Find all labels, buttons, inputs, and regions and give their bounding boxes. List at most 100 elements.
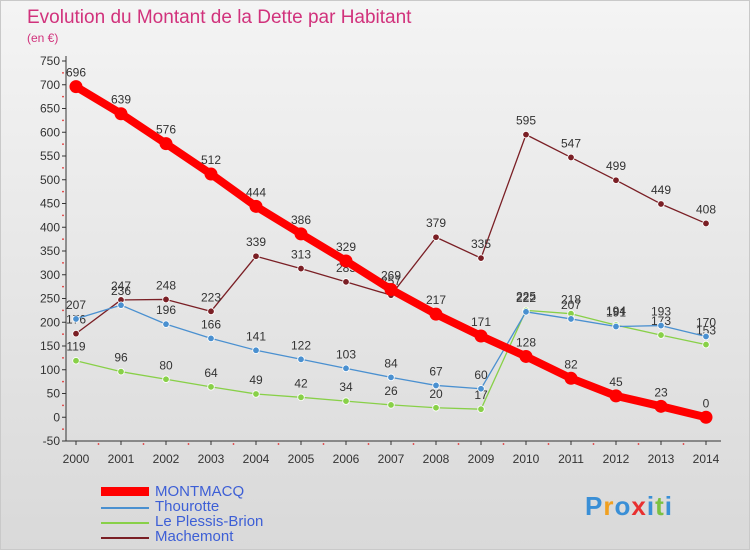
- y-tick-label: 400: [40, 220, 60, 234]
- data-label: 207: [561, 298, 581, 312]
- data-point: [477, 385, 485, 393]
- data-label: 218: [561, 293, 581, 307]
- y-minor-tick: [62, 404, 64, 407]
- data-point: [342, 364, 350, 373]
- data-label: 595: [516, 114, 536, 128]
- data-point: [297, 355, 305, 363]
- x-tick-label: 2002: [153, 452, 180, 466]
- data-label: 166: [201, 317, 221, 331]
- x-tick-label: 2000: [63, 452, 90, 466]
- data-label: 329: [336, 240, 356, 254]
- data-label: 153: [696, 324, 716, 338]
- data-label: 225: [516, 289, 536, 303]
- y-tick-label: 550: [40, 149, 60, 163]
- y-minor-tick: [62, 261, 64, 264]
- data-label: 547: [561, 136, 581, 150]
- y-tick-label: 50: [47, 387, 61, 401]
- y-tick-label: 450: [40, 197, 60, 211]
- data-point: [522, 130, 530, 139]
- data-label: 122: [291, 338, 311, 352]
- data-point: [387, 373, 395, 382]
- y-minor-tick: [62, 428, 64, 431]
- y-minor-tick: [62, 95, 64, 98]
- data-label: 217: [426, 293, 446, 307]
- data-label: 222: [516, 291, 536, 305]
- data-label: 141: [246, 329, 266, 343]
- data-point: [294, 227, 308, 241]
- data-label: 84: [384, 356, 398, 370]
- data-label: 80: [159, 358, 173, 372]
- y-minor-tick: [62, 380, 64, 383]
- legend-swatch-thourotte: [101, 507, 149, 509]
- data-label: 696: [66, 66, 86, 80]
- x-tick-label: 2004: [243, 452, 270, 466]
- data-label: 335: [471, 237, 491, 251]
- data-label: 269: [381, 268, 401, 282]
- data-point: [117, 301, 125, 309]
- logo-letter: o: [614, 491, 632, 521]
- data-label: 26: [384, 384, 398, 398]
- data-point: [702, 332, 710, 341]
- legend-label-montmacq: MONTMACQ: [155, 483, 245, 500]
- y-tick-label: 700: [40, 78, 60, 92]
- data-point: [702, 340, 710, 349]
- x-minor-tick: [682, 443, 685, 445]
- data-point: [207, 383, 215, 391]
- y-minor-tick: [62, 285, 64, 288]
- x-minor-tick: [232, 443, 235, 445]
- x-tick-label: 2009: [468, 452, 495, 466]
- data-point: [162, 295, 170, 304]
- data-point: [699, 410, 713, 424]
- data-point: [702, 219, 710, 228]
- data-point: [654, 399, 668, 413]
- data-point: [252, 252, 260, 260]
- legend-swatch-machemont: [101, 537, 149, 539]
- data-label: 313: [291, 248, 311, 262]
- data-label: 45: [609, 375, 623, 389]
- data-label: 20: [429, 387, 443, 401]
- legend-label-le-plessis-brion: Le Plessis-Brion: [155, 513, 264, 530]
- data-point: [567, 315, 575, 323]
- data-point: [657, 331, 665, 339]
- y-minor-tick: [62, 309, 64, 312]
- y-minor-tick: [62, 119, 64, 122]
- data-label: 23: [654, 385, 668, 399]
- data-label: 173: [651, 314, 671, 328]
- data-point: [432, 381, 440, 390]
- data-point: [117, 367, 125, 376]
- data-label: 196: [156, 303, 176, 317]
- x-minor-tick: [277, 443, 280, 445]
- logo-letter: i: [664, 491, 673, 521]
- data-label: 512: [201, 153, 221, 167]
- legend-label-machemont: Machemont: [155, 528, 234, 545]
- chart-subtitle: (en €): [27, 31, 59, 45]
- data-label: 207: [66, 298, 86, 312]
- data-point: [249, 199, 263, 213]
- y-minor-tick: [62, 190, 64, 193]
- x-minor-tick: [502, 443, 505, 445]
- x-tick-label: 2012: [603, 452, 630, 466]
- data-label: 67: [429, 364, 443, 378]
- x-minor-tick: [412, 443, 415, 445]
- x-minor-tick: [637, 443, 640, 445]
- data-label: 103: [336, 347, 356, 361]
- data-point: [252, 390, 260, 398]
- proxiti-logo: Proxiti: [585, 491, 673, 522]
- data-label: 236: [111, 284, 131, 298]
- data-point: [612, 322, 620, 331]
- data-point: [609, 389, 623, 403]
- data-label: 191: [606, 306, 626, 320]
- data-label: 60: [474, 368, 488, 382]
- data-label: 576: [156, 123, 176, 137]
- data-point: [477, 405, 485, 413]
- data-label: 248: [156, 278, 176, 292]
- x-tick-label: 2005: [288, 452, 315, 466]
- logo-letter: t: [655, 491, 665, 521]
- data-point: [519, 349, 533, 363]
- data-label: 96: [114, 351, 128, 365]
- data-label: 408: [696, 202, 716, 216]
- legend-swatch-le-plessis-brion: [101, 522, 149, 524]
- y-tick-label: 300: [40, 268, 60, 282]
- y-tick-label: 600: [40, 125, 60, 139]
